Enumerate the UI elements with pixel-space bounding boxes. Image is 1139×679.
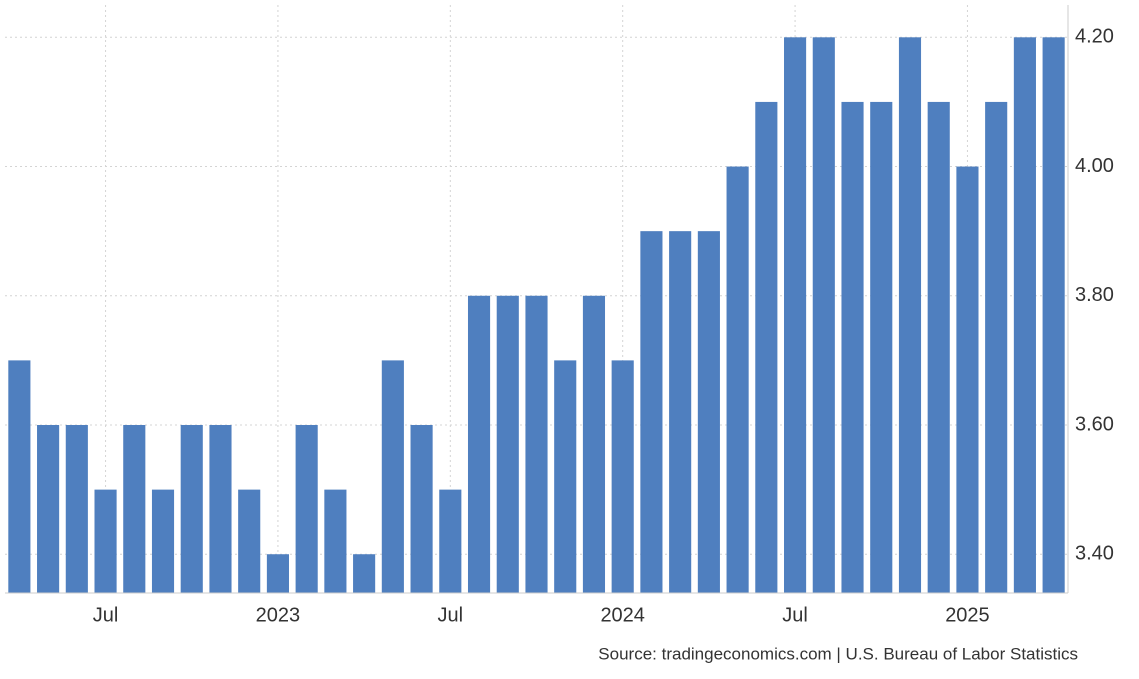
bar — [238, 489, 261, 593]
x-tick-label: 2023 — [256, 604, 301, 626]
bar — [209, 425, 232, 593]
bar — [324, 489, 347, 593]
bar — [726, 166, 749, 594]
y-tick-label: 4.20 — [1075, 26, 1114, 48]
x-tick-label: Jul — [438, 604, 464, 626]
bar — [841, 101, 864, 593]
bar — [812, 37, 835, 594]
bar — [898, 37, 922, 594]
bar — [927, 101, 950, 593]
source-note: Source: tradingeconomics.com | U.S. Bure… — [598, 644, 1078, 663]
bar — [640, 231, 663, 593]
bar — [439, 489, 462, 593]
y-tick-label: 4.00 — [1075, 155, 1114, 177]
x-tick-label: 2024 — [600, 604, 645, 626]
bar — [151, 489, 175, 593]
bar — [496, 295, 519, 593]
bar — [123, 425, 146, 593]
bar — [697, 231, 720, 593]
x-tick-label: Jul — [93, 604, 119, 626]
bar — [180, 425, 203, 593]
y-tick-label: 3.80 — [1075, 284, 1114, 306]
bar — [525, 295, 548, 593]
y-tick-label: 3.60 — [1075, 413, 1114, 435]
bar — [755, 101, 778, 593]
bar — [410, 425, 433, 593]
bar — [1042, 37, 1065, 594]
bar — [381, 360, 404, 593]
bar — [94, 489, 117, 593]
bar — [467, 295, 491, 593]
bar — [985, 101, 1008, 593]
bar — [295, 425, 318, 593]
x-tick-label: Jul — [782, 604, 808, 626]
bar — [37, 425, 60, 593]
bar — [353, 554, 376, 593]
bar — [611, 360, 634, 593]
bar — [870, 101, 893, 593]
bar — [554, 360, 577, 593]
bar — [784, 37, 807, 594]
x-tick-label: 2025 — [945, 604, 990, 626]
bar — [8, 360, 31, 593]
bar — [65, 425, 88, 593]
bar — [956, 166, 979, 594]
bar — [1013, 37, 1036, 594]
bar — [582, 295, 606, 593]
y-tick-label: 3.40 — [1075, 543, 1114, 565]
bar — [669, 231, 692, 593]
bar — [266, 554, 289, 593]
